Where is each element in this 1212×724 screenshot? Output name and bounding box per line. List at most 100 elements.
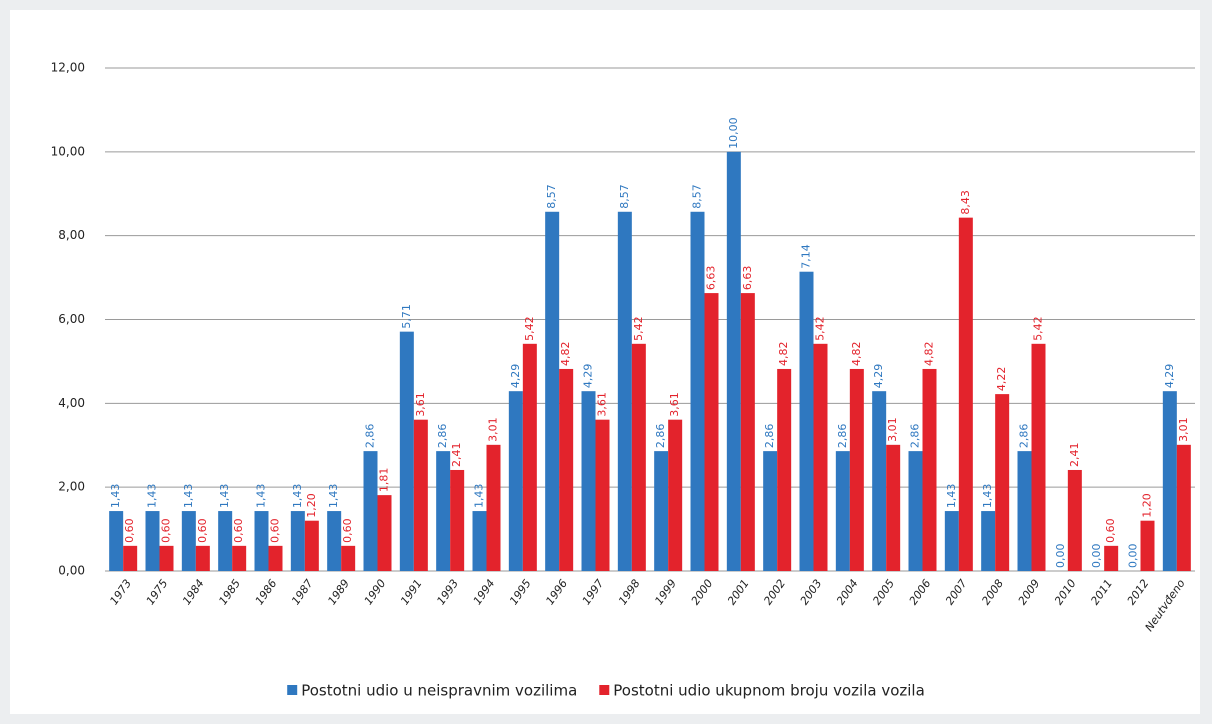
bar xyxy=(1176,444,1191,571)
value-label: 1,43 xyxy=(981,484,994,509)
value-label: 3,61 xyxy=(596,392,609,417)
value-label: 3,01 xyxy=(487,417,500,442)
bar xyxy=(363,451,378,571)
bar xyxy=(145,511,160,571)
bar xyxy=(944,511,959,571)
bar xyxy=(595,419,610,571)
legend: Postotni udio u neispravnim vozilima Post… xyxy=(287,682,925,700)
bar xyxy=(726,151,741,572)
bar xyxy=(486,444,501,571)
value-label: 8,57 xyxy=(691,184,704,209)
value-label: 1,43 xyxy=(473,484,486,509)
bar xyxy=(704,293,719,571)
value-label: 2,86 xyxy=(836,424,849,449)
value-label: 0,00 xyxy=(1090,544,1103,569)
bar xyxy=(436,451,451,571)
bar xyxy=(1162,391,1177,571)
value-label: 1,43 xyxy=(182,484,195,509)
bar xyxy=(327,511,342,571)
value-label: 2,86 xyxy=(1018,424,1031,449)
bar xyxy=(109,511,124,571)
bar xyxy=(545,211,560,571)
value-label: 10,00 xyxy=(727,117,740,149)
bar xyxy=(232,545,247,571)
legend-swatch xyxy=(287,685,298,695)
value-label: 6,63 xyxy=(741,266,754,291)
bar xyxy=(1104,545,1119,571)
bar xyxy=(849,368,864,571)
bar xyxy=(159,545,174,571)
y-tick-label: 4,00 xyxy=(58,396,85,410)
y-tick-label: 8,00 xyxy=(58,228,85,242)
value-label: 7,14 xyxy=(800,244,813,269)
value-label: 4,82 xyxy=(923,341,936,366)
value-label: 0,60 xyxy=(232,518,245,543)
value-label: 3,61 xyxy=(668,392,681,417)
value-label: 1,43 xyxy=(146,484,159,509)
value-label: 0,60 xyxy=(341,518,354,543)
value-label: 1,43 xyxy=(945,484,958,509)
bar xyxy=(995,394,1010,571)
bar xyxy=(958,217,973,571)
value-label: 0,00 xyxy=(1054,544,1067,569)
bar xyxy=(886,444,901,571)
value-label: 2,86 xyxy=(763,424,776,449)
value-label: 1,43 xyxy=(255,484,268,509)
value-label: 2,41 xyxy=(1068,442,1081,467)
value-label: 4,82 xyxy=(559,341,572,366)
value-label: 5,42 xyxy=(1032,316,1045,341)
value-label: 0,00 xyxy=(1127,544,1140,569)
y-tick-label: 6,00 xyxy=(58,312,85,326)
bar xyxy=(341,545,356,571)
y-tick-label: 12,00 xyxy=(51,61,85,75)
bar xyxy=(922,368,937,571)
bar xyxy=(218,511,233,571)
value-label: 4,82 xyxy=(850,341,863,366)
value-label: 8,57 xyxy=(545,184,558,209)
value-label: 5,42 xyxy=(632,316,645,341)
legend-swatch xyxy=(599,685,610,695)
bar xyxy=(413,419,428,571)
value-label: 4,29 xyxy=(582,364,595,389)
bar xyxy=(813,343,828,571)
value-label: 0,60 xyxy=(196,518,209,543)
value-label: 8,57 xyxy=(618,184,631,209)
value-label: 2,41 xyxy=(450,442,463,467)
value-label: 1,81 xyxy=(378,468,391,493)
bar xyxy=(522,343,537,571)
value-label: 0,60 xyxy=(269,518,282,543)
value-label: 1,20 xyxy=(305,493,318,518)
bar xyxy=(268,545,283,571)
bar xyxy=(254,511,269,571)
value-label: 2,86 xyxy=(364,424,377,449)
value-label: 5,42 xyxy=(523,316,536,341)
value-label: 3,01 xyxy=(1177,417,1190,442)
bar xyxy=(304,520,319,571)
value-label: 4,29 xyxy=(1163,364,1176,389)
bar xyxy=(123,545,138,571)
bar xyxy=(450,469,465,571)
bar xyxy=(181,511,196,571)
value-label: 0,60 xyxy=(123,518,136,543)
value-label: 1,43 xyxy=(109,484,122,509)
bar xyxy=(799,271,814,571)
bar xyxy=(559,368,574,571)
bar xyxy=(472,511,487,571)
value-label: 6,63 xyxy=(705,266,718,291)
value-label: 2,86 xyxy=(909,424,922,449)
bar xyxy=(1067,469,1082,571)
value-label: 5,71 xyxy=(400,304,413,329)
bar xyxy=(981,511,996,571)
value-label: 1,43 xyxy=(218,484,231,509)
bar xyxy=(740,293,755,571)
bar xyxy=(1140,520,1155,571)
bar xyxy=(908,451,923,571)
value-label: 0,60 xyxy=(1104,518,1117,543)
chart-panel xyxy=(10,10,1200,714)
value-label: 4,82 xyxy=(777,341,790,366)
value-label: 1,20 xyxy=(1141,493,1154,518)
bar xyxy=(377,495,392,571)
legend-label: Postotni udio ukupnom broju vozila vozil… xyxy=(613,682,925,700)
bar xyxy=(763,451,778,571)
